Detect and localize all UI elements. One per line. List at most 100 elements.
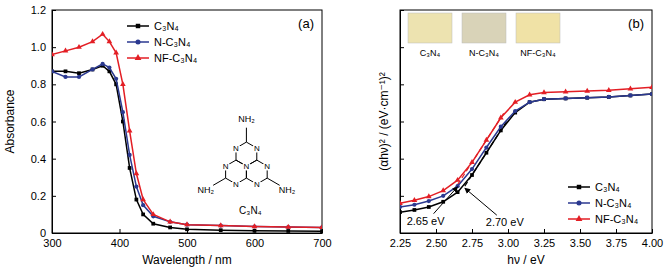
legend: C₃N₄N-C₃N₄NF-C₃N₄	[568, 181, 639, 225]
structure-atom-bg	[252, 144, 261, 153]
series-marker	[151, 222, 155, 226]
x-axis-title: hν / eV	[507, 253, 544, 267]
series-marker	[52, 69, 54, 73]
legend-marker	[576, 215, 583, 221]
chart-svg: 30040050060070000.20.40.60.81.01.2Wavele…	[0, 0, 665, 274]
series-marker	[90, 67, 94, 71]
series-marker	[585, 96, 589, 100]
series-marker	[542, 97, 546, 101]
x-tick-label: 2.75	[462, 237, 483, 249]
series-marker	[319, 224, 322, 229]
legend-marker	[135, 39, 140, 44]
series-marker	[563, 88, 569, 93]
sample-photo	[516, 13, 560, 43]
series-marker	[184, 221, 190, 226]
series-marker	[52, 69, 54, 73]
y-tick-label: 0.4	[31, 153, 46, 165]
y-tick	[400, 159, 404, 160]
y-tick	[400, 10, 404, 11]
y-axis-title: (αhν)² / (eV·cm⁻¹)²	[377, 72, 391, 171]
series-marker	[167, 219, 173, 224]
structure-atom-bg	[242, 162, 251, 171]
structure-atom-bg	[263, 162, 272, 171]
series-marker	[128, 166, 132, 170]
x-tick-label: 400	[111, 237, 129, 249]
structure-atom-bg	[221, 162, 230, 171]
legend-marker	[576, 200, 581, 205]
series-line	[52, 66, 322, 231]
series-marker	[185, 227, 189, 231]
y-tick	[400, 196, 404, 197]
x-tick-mark	[120, 229, 121, 233]
x-tick-mark	[616, 229, 617, 233]
y-tick-mark	[52, 233, 56, 234]
x-tick-label: 4.00	[642, 237, 663, 249]
x-tick-label: 2.25	[390, 237, 411, 249]
y-tick: 1.2	[31, 4, 56, 16]
series-marker	[513, 109, 517, 113]
annotation-text: 2.65 eV	[407, 215, 446, 227]
series-marker	[121, 110, 125, 114]
y-tick-mark	[52, 10, 56, 11]
sample-photo	[462, 13, 506, 43]
series-marker	[113, 49, 119, 54]
x-tick: 4.00	[642, 229, 663, 249]
x-tick-label: 3.25	[534, 237, 555, 249]
series-marker	[101, 62, 105, 66]
x-tick: 3.25	[534, 229, 555, 249]
x-tick: 3.50	[570, 229, 591, 249]
x-axis-line	[401, 233, 653, 234]
legend-marker	[135, 54, 142, 60]
series-marker	[413, 208, 417, 212]
x-tick: 3.00	[498, 229, 519, 249]
y-tick-label: 0.8	[31, 78, 46, 90]
legend-label: N-C₃N₄	[154, 36, 191, 48]
y-axis	[400, 11, 404, 234]
sample-photo	[408, 13, 452, 43]
y-tick-mark	[400, 10, 404, 11]
y-tick-mark	[52, 196, 56, 197]
structure-atom: N	[254, 144, 260, 153]
x-tick: 400	[111, 229, 129, 249]
series-marker	[91, 68, 95, 72]
series-line	[52, 34, 322, 227]
y-tick	[400, 122, 404, 123]
legend-marker	[136, 24, 140, 28]
y-tick: 0.4	[31, 153, 56, 165]
series-marker	[470, 167, 474, 171]
y-tick-mark	[52, 159, 56, 160]
series-marker	[134, 184, 138, 188]
structure-group: NH₂	[279, 185, 296, 195]
structure-bond	[246, 128, 247, 142]
structure-atom-bg	[232, 180, 241, 189]
series-marker	[650, 92, 652, 96]
annotation-text: 2.70 eV	[486, 216, 525, 228]
y-tick: 0.8	[31, 78, 56, 90]
figure: 30040050060070000.20.40.60.81.01.2Wavele…	[0, 0, 665, 274]
legend: C₃N₄N-C₃N₄NF-C₃N₄	[127, 20, 198, 64]
series-marker	[484, 145, 488, 149]
y-tick: 0	[40, 227, 56, 239]
series-line	[400, 87, 652, 203]
y-tick-mark	[400, 47, 404, 48]
y-tick	[400, 84, 404, 85]
series-marker	[585, 96, 589, 100]
x-tick-label: 3.75	[606, 237, 627, 249]
series-marker	[63, 48, 69, 53]
y-tick	[400, 233, 404, 234]
series-marker	[140, 196, 146, 201]
y-axis-title: Absorbance	[3, 89, 17, 153]
y-tick-mark	[52, 122, 56, 123]
x-tick-label: 300	[43, 237, 61, 249]
x-tick-label: 600	[246, 237, 264, 249]
series-marker	[563, 96, 567, 100]
annotation-arrow	[465, 188, 497, 215]
legend-label: NF-C₃N₄	[154, 52, 198, 64]
y-tick: 1.0	[31, 41, 56, 53]
series-marker	[484, 137, 490, 142]
series-marker	[628, 93, 632, 97]
structure-atom: N	[264, 162, 270, 171]
series-marker	[512, 99, 518, 104]
panel: 2.252.502.753.003.253.503.754.00hν / eV(…	[377, 10, 663, 267]
x-tick-mark	[472, 229, 473, 233]
